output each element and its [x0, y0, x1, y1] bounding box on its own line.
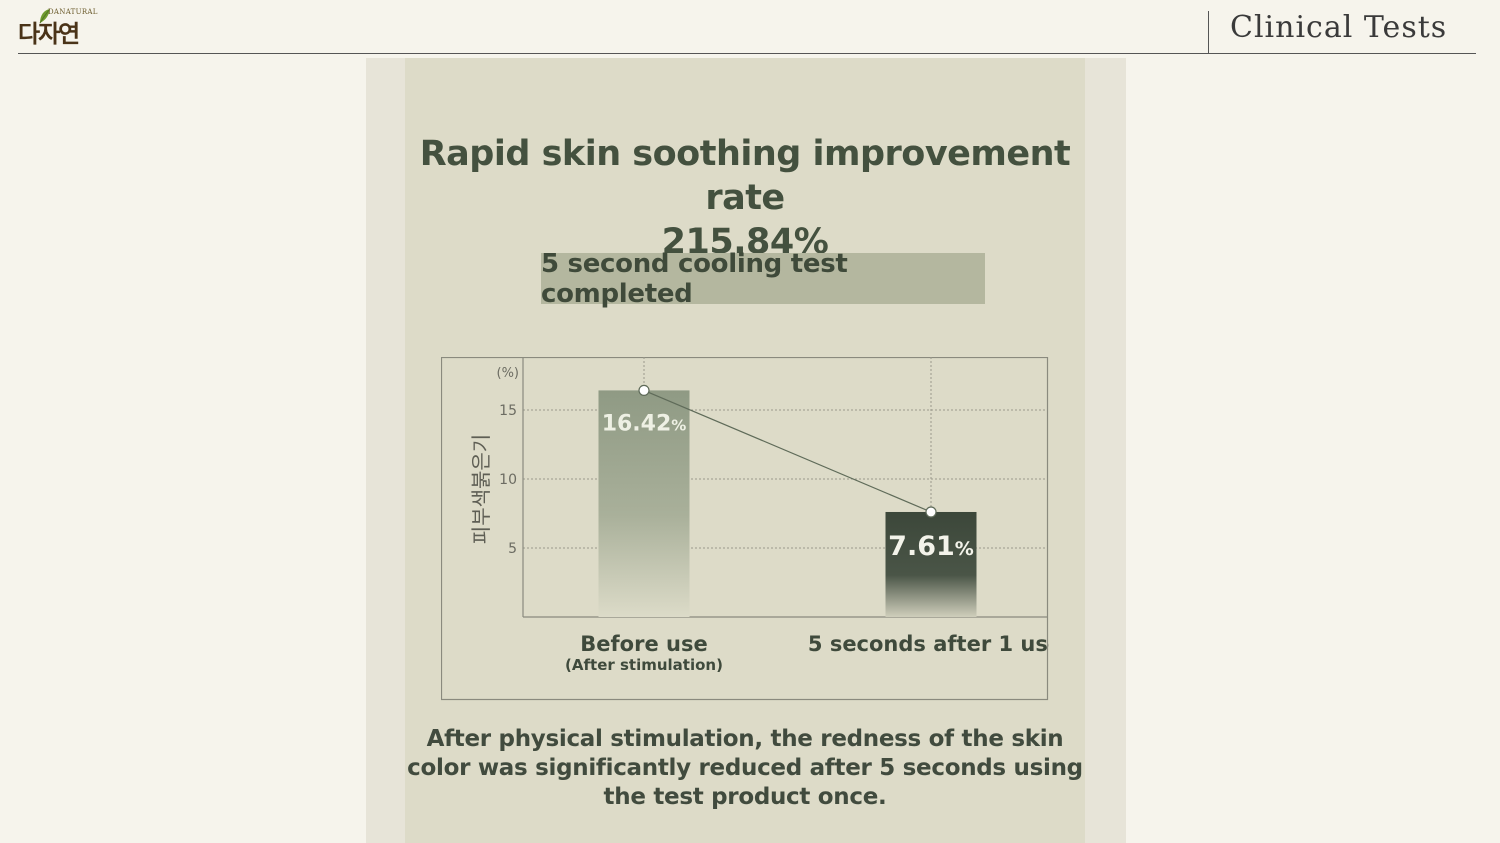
redness-bar-chart: 5 10 15 (%) 피부색붉은기 16.42% 7.61% Before use(Afte…	[441, 357, 1049, 701]
page-title: Clinical Tests	[1230, 10, 1448, 45]
caption-line-3: the test product once.	[603, 784, 887, 810]
caption-line-1: After physical stimulation, the redness …	[426, 726, 1064, 752]
header-divider	[1208, 11, 1209, 53]
bar-value-unit: %	[955, 538, 974, 560]
leaf-icon	[39, 9, 50, 24]
logo-latin-text: DANATURAL	[48, 8, 98, 16]
brand-logo[interactable]: DANATURAL 다자연	[18, 8, 98, 48]
x-category-label-2: 5 seconds after 1 use	[808, 632, 1049, 656]
y-axis-label: 피부색붉은기	[469, 434, 493, 544]
header-rule	[18, 53, 1476, 54]
infographic-panel	[405, 58, 1085, 843]
bar-value-unit: %	[671, 416, 686, 434]
title-line-1: Rapid skin soothing improvement rate	[419, 134, 1071, 218]
y-unit-label: (%)	[497, 366, 520, 381]
x-category-sublabel-1: (After stimulation)	[565, 656, 723, 674]
y-tick-label: 10	[499, 472, 517, 488]
y-tick-label: 15	[499, 403, 517, 419]
trend-point-2	[925, 506, 937, 518]
infographic-caption: After physical stimulation, the redness …	[405, 725, 1085, 812]
bar-value-label-1: 16.42%	[602, 411, 687, 436]
bar-2	[885, 511, 977, 617]
trend-point-1	[638, 384, 650, 397]
logo-korean-text: 다자연	[18, 20, 80, 48]
bar-1	[598, 390, 690, 617]
x-category-label-1: Before use	[580, 632, 707, 656]
y-tick-label: 5	[508, 541, 517, 557]
trend-connector-line	[643, 389, 932, 513]
test-badge: 5 second cooling test completed	[541, 249, 985, 309]
bar-value-label-2: 7.61%	[888, 531, 974, 562]
chart-frame	[441, 357, 1049, 701]
infographic-title: Rapid skin soothing improvement rate 215…	[405, 132, 1085, 264]
header: DANATURAL 다자연 Clinical Tests	[0, 0, 1500, 60]
caption-line-2: color was significantly reduced after 5 …	[407, 755, 1083, 781]
